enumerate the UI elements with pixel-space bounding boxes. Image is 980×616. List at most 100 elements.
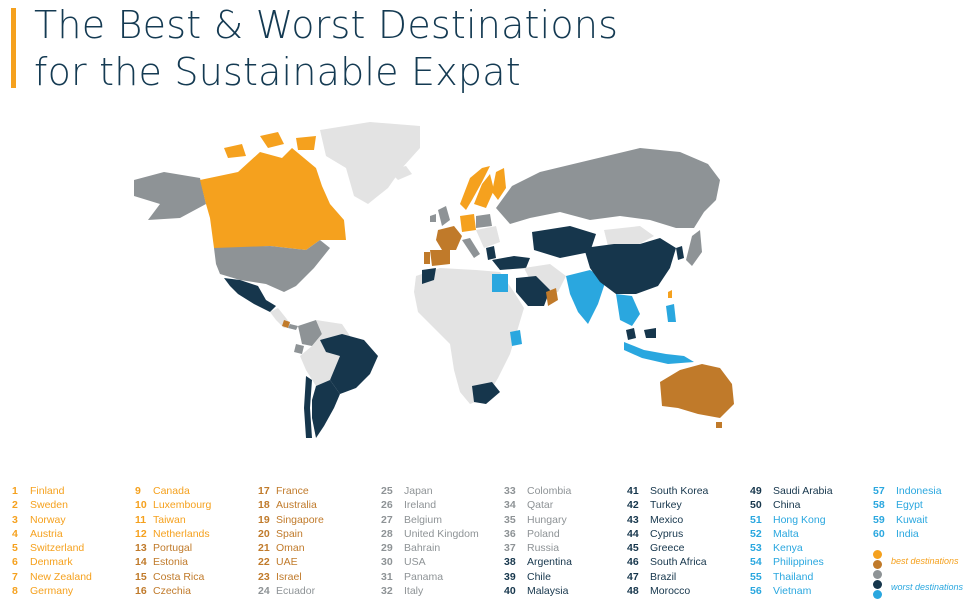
country-name: Chile: [527, 570, 551, 583]
country-name: Ecuador: [276, 585, 316, 598]
map-egypt: [492, 274, 508, 292]
ranking-row: 3 Norway: [12, 513, 92, 527]
rank-number: 27: [381, 513, 393, 526]
map-greece: [486, 246, 496, 260]
country-name: Italy: [404, 585, 424, 598]
country-name: Australia: [276, 499, 317, 512]
ranking-row: 5 Switzerland: [12, 541, 92, 555]
rank-number: 2: [12, 499, 18, 512]
country-name: India: [896, 527, 919, 540]
ranking-row: 25 Japan: [381, 484, 479, 498]
worst-destinations-label: worst destinations: [891, 582, 964, 592]
country-name: Japan: [404, 485, 433, 497]
legend-dot-tier5: [873, 590, 882, 599]
country-name: Sweden: [30, 499, 68, 512]
country-name: Costa Rica: [153, 570, 205, 583]
world-map: [134, 122, 734, 438]
country-name: South Korea: [650, 485, 709, 497]
map-china: [584, 238, 676, 294]
country-name: Switzerland: [30, 542, 85, 555]
map-costa-rica: [282, 320, 290, 328]
country-name: Taiwan: [153, 513, 186, 526]
rank-number: 12: [135, 527, 147, 540]
country-name: China: [773, 499, 801, 512]
rank-number: 31: [381, 570, 393, 583]
rank-number: 44: [627, 527, 639, 540]
country-name: Thailand: [773, 570, 814, 583]
country-name: Czechia: [153, 585, 191, 598]
map-japan: [686, 230, 702, 266]
map-sweden: [474, 174, 494, 208]
ranking-row: 2 Sweden: [12, 498, 92, 512]
ranking-row: 8 Germany: [12, 584, 92, 598]
rank-number: 8: [12, 585, 18, 598]
ranking-row: 36 Poland: [504, 527, 572, 541]
map-turkey: [492, 256, 530, 270]
map-poland: [476, 214, 492, 228]
country-name: Estonia: [153, 556, 189, 569]
map-alaska: [134, 172, 206, 220]
rank-number: 9: [135, 485, 141, 497]
ranking-column: 49 Saudi Arabia 50 China 51 Hong Kong 52 Malta 5…: [750, 484, 833, 598]
ranking-row: 54 Philippines: [750, 555, 833, 569]
ranking-row: 21 Oman: [258, 541, 324, 555]
country-name: Philippines: [773, 556, 824, 569]
country-name: Indonesia: [896, 485, 942, 497]
ranking-row: 24 Ecuador: [258, 584, 324, 598]
country-name: Malta: [773, 527, 799, 540]
rank-number: 46: [627, 556, 639, 569]
ranking-row: 37 Russia: [504, 541, 572, 555]
country-name: Hong Kong: [773, 513, 826, 526]
page-title: The Best & Worst Destinations for the Su…: [34, 2, 618, 96]
rank-number: 4: [12, 527, 18, 540]
map-portugal: [424, 252, 430, 264]
ranking-row: 51 Hong Kong: [750, 513, 833, 527]
country-name: Portugal: [153, 542, 193, 555]
map-tasmania: [716, 422, 722, 428]
ranking-row: 4 Austria: [12, 527, 92, 541]
rank-number: 5: [12, 542, 18, 555]
rank-number: 38: [504, 556, 516, 569]
ranking-row: 19 Singapore: [258, 513, 324, 527]
map-argentina: [312, 380, 340, 438]
ranking-row: 18 Australia: [258, 498, 324, 512]
ranking-row: 40 Malaysia: [504, 584, 572, 598]
rank-number: 48: [627, 585, 639, 598]
ranking-row: 11 Taiwan: [135, 513, 211, 527]
map-morocco: [422, 268, 436, 284]
ranking-row: 32 Italy: [381, 584, 479, 598]
map-middle-east-other: [524, 264, 566, 294]
country-name: Kuwait: [896, 513, 928, 526]
ranking-row: 13 Portugal: [135, 541, 211, 555]
country-name: South Africa: [650, 556, 707, 569]
country-name: Spain: [276, 527, 303, 540]
legend-dot-tier4: [873, 580, 882, 589]
ranking-row: 6 Denmark: [12, 555, 92, 569]
country-name: USA: [404, 556, 426, 569]
country-name: Ireland: [404, 499, 437, 512]
ranking-row: 47 Brazil: [627, 570, 708, 584]
map-taiwan: [668, 290, 672, 298]
ranking-row: 27 Belgium: [381, 513, 479, 527]
map-saudi-arabia: [516, 276, 550, 306]
rank-number: 16: [135, 585, 147, 598]
country-name: Turkey: [650, 499, 682, 512]
rank-number: 7: [12, 570, 18, 583]
country-name: Russia: [527, 542, 560, 555]
country-name: Netherlands: [153, 527, 210, 540]
rank-number: 21: [258, 542, 270, 555]
map-usa: [214, 240, 330, 292]
rank-number: 17: [258, 485, 270, 497]
country-name: Canada: [153, 485, 190, 497]
country-name: United Kingdom: [404, 527, 479, 540]
ranking-row: 55 Thailand: [750, 570, 833, 584]
country-name: Denmark: [30, 556, 73, 569]
ranking-row: 43 Mexico: [627, 513, 708, 527]
ranking-row: 30 USA: [381, 555, 479, 569]
ranking-row: 46 South Africa: [627, 555, 708, 569]
ranking-row: 48 Morocco: [627, 584, 708, 598]
ranking-row: 23 Israel: [258, 570, 324, 584]
rank-number: 6: [12, 556, 18, 569]
ranking-row: 42 Turkey: [627, 498, 708, 512]
rank-number: 42: [627, 499, 639, 512]
